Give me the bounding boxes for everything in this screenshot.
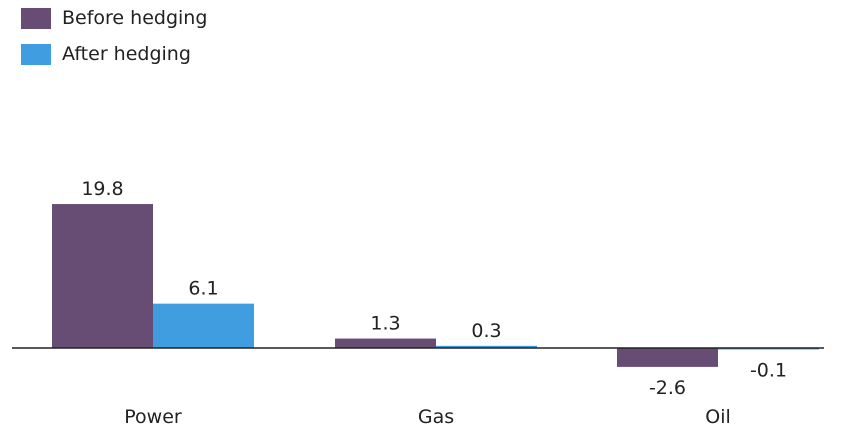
legend: Before hedging After hedging bbox=[21, 5, 207, 77]
bars-group bbox=[52, 204, 819, 367]
data-label-power-after-hedging: 6.1 bbox=[188, 278, 218, 300]
category-label-power: Power bbox=[124, 406, 182, 426]
data-label-gas-before-hedging: 1.3 bbox=[370, 313, 400, 335]
legend-label-after-hedging: After hedging bbox=[62, 42, 191, 65]
legend-item-before-hedging: Before hedging bbox=[21, 5, 207, 31]
data-label-oil-after-hedging: -0.1 bbox=[750, 360, 787, 382]
category-label-gas: Gas bbox=[418, 406, 454, 426]
bar-power-before-hedging bbox=[52, 204, 153, 348]
data-label-gas-after-hedging: 0.3 bbox=[471, 320, 501, 342]
bar-gas-after-hedging bbox=[436, 345, 537, 348]
legend-swatch-before-hedging bbox=[21, 7, 51, 29]
labels-group: 19.8 6.1 Power 1.3 0.3 Gas -2.6 -0.1 Oil bbox=[81, 178, 787, 426]
category-label-oil: Oil bbox=[705, 406, 731, 426]
bar-power-after-hedging bbox=[153, 303, 254, 348]
legend-swatch-after-hedging bbox=[21, 43, 51, 65]
data-label-power-before-hedging: 19.8 bbox=[81, 178, 123, 200]
legend-item-after-hedging: After hedging bbox=[21, 41, 207, 67]
data-label-oil-before-hedging: -2.6 bbox=[649, 377, 686, 399]
legend-label-before-hedging: Before hedging bbox=[62, 6, 208, 29]
bar-gas-before-hedging bbox=[335, 338, 436, 348]
bar-oil-before-hedging bbox=[617, 348, 718, 367]
